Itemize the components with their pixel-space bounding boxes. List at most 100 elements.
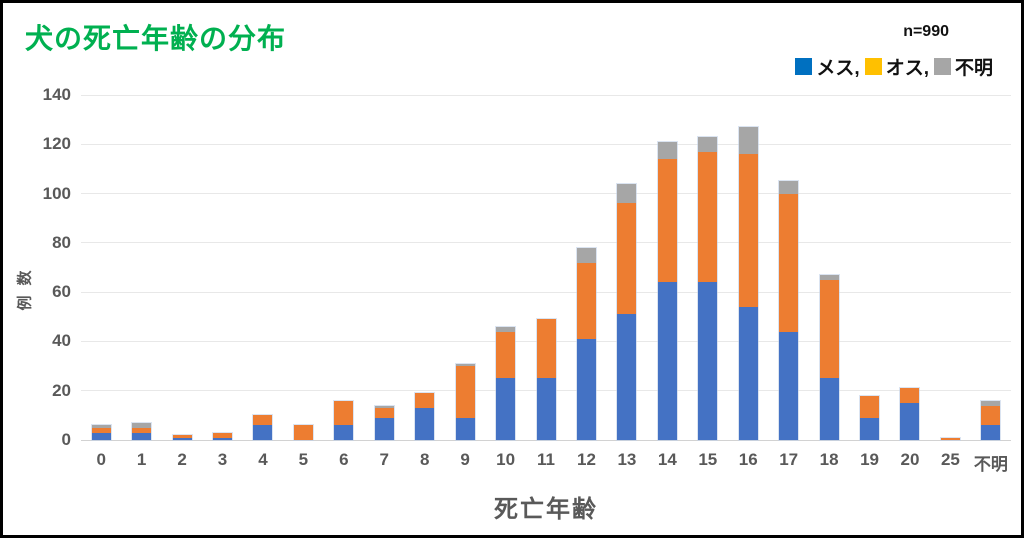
bar-segment-メス xyxy=(900,403,920,440)
legend-item-2: 不明 xyxy=(933,53,993,80)
bar-segment-メス xyxy=(334,425,354,440)
bar-segment-不明 xyxy=(981,400,1001,406)
bar-slot xyxy=(566,95,606,440)
bar-segment-不明 xyxy=(455,363,475,367)
chart-legend: メス, オス, 不明 xyxy=(795,53,993,80)
bar-slot xyxy=(930,95,970,440)
x-axis-tick-label: 4 xyxy=(258,450,268,469)
plot-area xyxy=(81,94,1011,441)
bar-slot xyxy=(162,95,202,440)
bar-segment-オス xyxy=(213,432,233,438)
bar-slot xyxy=(81,95,121,440)
bar-segment-オス xyxy=(455,366,475,418)
x-axis-tick-label: 2 xyxy=(177,450,187,469)
y-axis-tick-label: 100 xyxy=(42,183,71,203)
bar-segment-オス xyxy=(374,407,394,418)
bar-segment-不明 xyxy=(617,183,637,204)
bar-slot xyxy=(728,95,768,440)
bar-segment-オス xyxy=(698,151,718,283)
bar-slot xyxy=(768,95,808,440)
x-axis-tick-label: 7 xyxy=(379,450,390,469)
bar-segment-オス xyxy=(657,159,677,283)
x-axis-tick-label: 18 xyxy=(819,450,839,469)
gridline xyxy=(81,94,1011,96)
bar-slot xyxy=(971,95,1011,440)
bar-slot xyxy=(688,95,728,440)
legend-swatch-icon xyxy=(933,58,951,75)
x-axis-tick-label: 9 xyxy=(460,450,470,469)
bar-slot xyxy=(243,95,283,440)
bar-slot xyxy=(121,95,161,440)
bar-segment-オス xyxy=(496,331,516,379)
bar-segment-不明 xyxy=(576,247,596,263)
stacked-bar-age-6 xyxy=(334,400,354,440)
bars-row xyxy=(81,95,1011,440)
stacked-bar-age-5 xyxy=(293,425,313,440)
bar-slot xyxy=(445,95,485,440)
bar-segment-メス xyxy=(172,437,192,440)
bar-segment-オス xyxy=(617,203,637,315)
x-axis-tick-label: 12 xyxy=(577,450,596,469)
x-axis-tick-label: 11 xyxy=(537,450,556,469)
stacked-bar-age-15 xyxy=(698,136,718,440)
stacked-bar-age-19 xyxy=(860,395,880,440)
legend-label: メス, xyxy=(816,58,860,79)
bar-slot xyxy=(485,95,525,440)
bar-segment-メス xyxy=(213,437,233,440)
bar-segment-不明 xyxy=(496,326,516,332)
bar-segment-メス xyxy=(860,417,880,440)
bar-segment-メス xyxy=(253,425,273,440)
x-axis-tick-label: 17 xyxy=(779,450,799,469)
bar-segment-オス xyxy=(576,262,596,339)
bar-segment-メス xyxy=(496,378,516,440)
x-axis-tick-label: 19 xyxy=(860,450,879,469)
legend-item-0: メス, xyxy=(795,53,860,80)
bar-slot xyxy=(647,95,687,440)
y-axis-tick-label: 20 xyxy=(52,380,71,400)
bar-segment-不明 xyxy=(698,136,718,152)
x-axis-tick-label: 0 xyxy=(96,450,106,469)
legend-label: 不明 xyxy=(954,58,993,79)
bar-segment-メス xyxy=(576,338,596,440)
bar-segment-オス xyxy=(819,279,839,379)
bar-segment-オス xyxy=(779,193,799,332)
gridline xyxy=(81,242,1011,244)
gridline xyxy=(81,143,1011,145)
bar-slot xyxy=(283,95,323,440)
x-axis-title: 死亡年齢 xyxy=(494,496,598,523)
bar-segment-不明 xyxy=(738,127,758,155)
bar-segment-オス xyxy=(940,437,960,440)
legend-label: オス, xyxy=(885,58,929,79)
x-axis-tick-label: 6 xyxy=(339,450,349,469)
bar-segment-不明 xyxy=(374,405,394,408)
stacked-bar-age-18 xyxy=(819,274,839,440)
legend-swatch-icon xyxy=(795,58,813,75)
bar-segment-オス xyxy=(293,425,313,440)
bar-segment-オス xyxy=(334,400,354,426)
x-axis-tick-label: 5 xyxy=(298,450,309,469)
stacked-bar-age-17 xyxy=(779,181,799,440)
gridline xyxy=(81,193,1011,195)
stacked-bar-age-25 xyxy=(940,437,960,440)
bar-segment-メス xyxy=(698,282,718,440)
y-axis-tick-label: 120 xyxy=(42,134,71,154)
bar-slot xyxy=(364,95,404,440)
bar-segment-メス xyxy=(455,417,475,440)
stacked-bar-age-3 xyxy=(213,432,233,440)
bar-segment-不明 xyxy=(132,422,152,428)
x-axis-tick-label: 13 xyxy=(617,450,637,469)
bar-slot xyxy=(202,95,242,440)
stacked-bar-age-2 xyxy=(172,435,192,440)
y-axis-tick-label: 60 xyxy=(52,282,71,302)
stacked-bar-age-11 xyxy=(536,319,556,440)
x-axis-tick-label: 25 xyxy=(940,450,960,469)
stacked-bar-age-不明 xyxy=(981,400,1001,440)
bar-segment-メス xyxy=(536,378,556,440)
stacked-bar-age-9 xyxy=(455,363,475,440)
bar-segment-オス xyxy=(738,154,758,307)
bar-segment-オス xyxy=(981,405,1001,426)
bar-slot xyxy=(890,95,930,440)
bar-segment-オス xyxy=(132,427,152,433)
y-axis-tick-label: 40 xyxy=(52,331,71,351)
bar-segment-メス xyxy=(738,306,758,440)
